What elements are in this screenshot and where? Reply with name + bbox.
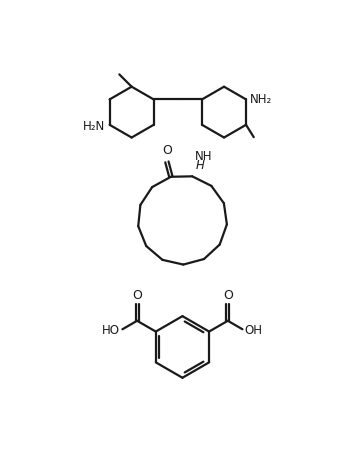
Text: H₂N: H₂N [83,120,105,133]
Text: HO: HO [102,324,120,337]
Text: H: H [196,159,205,172]
Text: OH: OH [245,324,263,337]
Text: O: O [162,144,172,156]
Text: O: O [132,289,142,302]
Text: NH: NH [195,150,212,163]
Text: NH₂: NH₂ [250,93,272,106]
Text: O: O [223,289,233,302]
